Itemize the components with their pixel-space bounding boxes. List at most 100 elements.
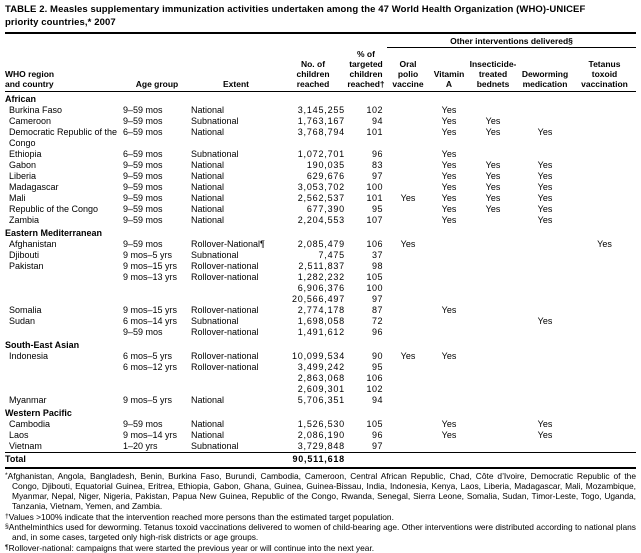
cell-pct-reached: 72 [371,315,383,326]
region-label: African [5,93,37,104]
cell-extent: National [191,170,225,181]
footnote-interventions: §Anthelminthics used for deworming. Teta… [5,522,636,543]
cell-deworming [517,384,573,395]
table-row: 2,609,301 102 [5,384,636,395]
table-row: Indonesia 6 mos–5 yrs Rollover-national 10,… [5,351,636,362]
cell-oral-polio-vaccine [387,215,429,226]
col-header-country: WHO region and country [5,47,123,92]
cell-extent: National [191,192,225,203]
group-header-label: Other interventions delivered§ [387,34,637,48]
cell-country: Mali [9,192,26,203]
cell-deworming [517,351,573,362]
cell-pct-reached: 101 [366,126,383,137]
cell-age-group: 9–59 mos [123,115,163,126]
cell-vitamin-a: Yes [441,350,457,361]
table-row: 9–59 mos Rollover-national 1,491,612 96 [5,327,636,338]
cell-oral-polio-vaccine [387,384,429,395]
cell-tetanus-toxoid [573,105,636,116]
cell-age-group: 9 mos–5 yrs [123,394,173,405]
region-label: South-East Asian [5,339,80,350]
cell-deworming [517,395,573,406]
cell-bednets [469,430,517,441]
cell-vitamin-a [429,327,469,338]
cell-extent: Subnational [191,148,239,159]
cell-age-group [123,294,191,305]
cell-age-group: 9–59 mos [123,159,163,170]
cell-tetanus-toxoid [573,327,636,338]
cell-extent: Rollover-national [191,271,259,282]
cell-vitamin-a: Yes [441,126,457,137]
footnote-marker: § [5,522,9,530]
table-row: 6,906,376 100 [5,283,636,294]
cell-children-reached: 1,282,232 [297,271,345,282]
table-row: Afghanistan 9–59 mos Rollover-National¶ 2,0… [5,239,636,250]
cell-vitamin-a [429,441,469,453]
cell-bednets [469,441,517,453]
cell-vitamin-a: Yes [441,148,457,159]
cell-vitamin-a: Yes [441,104,457,115]
footnote-text: Afghanistan, Angola, Bangladesh, Benin, … [7,470,636,512]
cell-pct-reached: 97 [371,293,383,304]
total-label: Total [5,451,123,469]
cell-country [5,272,123,283]
total-row: Total 90,511,618 [5,451,637,469]
column-header-row: WHO region and country Age group Extent … [5,47,637,92]
cell-vitamin-a [429,384,469,395]
cell-extent: National [191,181,225,192]
cell-extent: National [191,126,225,137]
cell-extent: Subnational [191,115,239,126]
table-body: African Burkina Faso 9–59 mos National 3,145… [5,91,636,452]
col-header-vitamin-a: Vitamin A [429,47,469,92]
total-opv-cell [387,451,429,469]
cell-age-group [123,373,191,384]
cell-extent [191,373,281,384]
col-header-deworming: Deworming medication [517,47,573,92]
cell-pct-reached: 95 [371,361,383,372]
col-header-reached: No. of children reached [281,47,345,92]
table-row: Sudan 6 mos–14 yrs Subnational 1,698,058 72 Y… [5,316,636,327]
cell-pct-reached: 106 [366,372,383,383]
cell-bednets [469,261,517,272]
cell-country: Cambodia [9,418,51,429]
cell-country: Cameroon [9,115,52,126]
cell-tetanus-toxoid [573,127,636,149]
cell-vitamin-a: Yes [441,170,457,181]
total-children-reached: 90,511,618 [281,451,345,469]
cell-age-group [123,384,191,395]
cell-extent: National [191,159,225,170]
cell-pct-reached: 90 [371,350,383,361]
cell-tetanus-toxoid [573,272,636,283]
cell-oral-polio-vaccine [387,250,429,261]
table-row: 2,863,068 106 [5,373,636,384]
cell-country: Sudan [9,315,36,326]
cell-tetanus-toxoid [573,430,636,441]
col-header-pct: % of targeted children reached† [345,47,387,92]
group-header-row: Other interventions delivered§ [5,34,637,48]
cell-children-reached: 3,499,242 [297,361,345,372]
cell-children-reached: 10,099,534 [291,350,345,361]
cell-pct-reached: 102 [366,383,383,394]
cell-age-group: 9–59 mos [123,203,163,214]
cell-tetanus-toxoid [573,362,636,373]
cell-age-group: 9 mos–15 yrs [123,260,178,271]
cell-deworming [517,272,573,283]
region-row: Eastern Mediterranean [5,226,636,239]
cell-oral-polio-vaccine [387,395,429,406]
cell-deworming [517,239,573,250]
cell-tetanus-toxoid [573,441,636,453]
cell-children-reached: 1,763,167 [297,115,345,126]
cell-bednets: Yes [485,203,501,214]
cell-extent: National [191,418,225,429]
cell-tetanus-toxoid [573,283,636,294]
cell-deworming [517,283,573,294]
cell-bednets [469,149,517,160]
cell-oral-polio-vaccine [387,283,429,294]
table-row: Cameroon 9–59 mos Subnational 1,763,167 94 Ye… [5,116,636,127]
table-row: Burkina Faso 9–59 mos National 3,145,255 102… [5,105,636,116]
cell-extent: National [191,394,225,405]
cell-oral-polio-vaccine: Yes [400,238,416,249]
cell-tetanus-toxoid [573,395,636,406]
cell-deworming: Yes [537,170,553,181]
cell-vitamin-a [429,395,469,406]
table-header: Other interventions delivered§ WHO regio… [5,34,637,92]
